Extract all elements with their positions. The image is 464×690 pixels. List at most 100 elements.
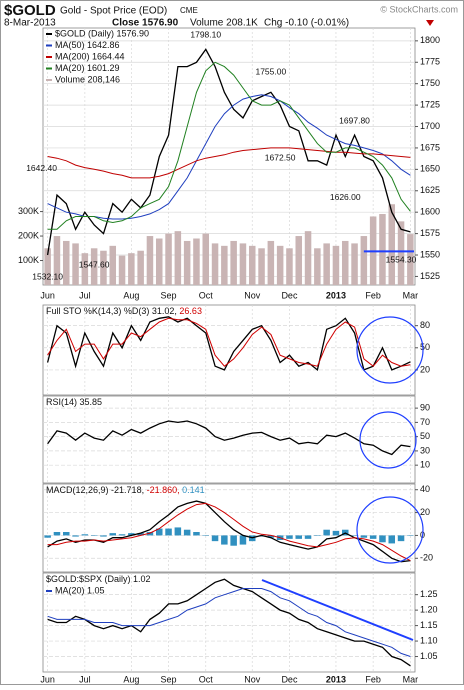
y-tick-label: 1.10 <box>420 635 438 645</box>
x-tick-label: Sep <box>161 290 177 300</box>
legend-entry: MA(20) 1601.29 <box>55 63 120 73</box>
series-line <box>47 94 411 220</box>
y-tick-label: 30 <box>420 445 430 455</box>
series-line <box>47 147 411 179</box>
overlay <box>261 316 424 641</box>
bar <box>286 535 293 539</box>
x-tick-label: Mar <box>403 290 419 300</box>
y-tick-label: 90 <box>420 402 430 412</box>
panel-frame <box>42 304 416 396</box>
bar <box>146 236 154 285</box>
bar <box>128 253 135 285</box>
y-tick-label: 50 <box>420 342 430 352</box>
bar <box>332 245 340 285</box>
bar <box>230 535 237 546</box>
y-tick-label: 1725 <box>420 99 440 109</box>
y-tick-label: 1775 <box>420 57 440 67</box>
price-annotation: 1547.60 <box>79 259 110 269</box>
bar <box>341 240 349 285</box>
bar <box>193 238 200 285</box>
bar <box>81 253 89 285</box>
legend-text: 1.02 <box>133 574 151 584</box>
bar <box>44 248 51 285</box>
bar <box>332 530 340 536</box>
y-tick-label: 40 <box>420 484 430 494</box>
bar <box>90 535 98 536</box>
bar <box>286 248 293 285</box>
bar <box>323 243 330 285</box>
legend-text: -21.718, <box>111 485 144 495</box>
x-tick-label: 2013 <box>326 674 346 684</box>
legend-text: -21.860, <box>147 485 180 495</box>
x-tick-label: Oct <box>199 290 214 300</box>
highlight-circle <box>356 496 424 564</box>
bar <box>314 535 321 536</box>
x-tick-label: Nov <box>244 290 261 300</box>
bar <box>81 534 89 536</box>
bar <box>211 243 219 285</box>
legend-text: 35.85 <box>80 397 103 407</box>
legend-text: Full STO %K(14,3) %D(3) <box>46 306 149 316</box>
bar <box>165 528 172 536</box>
bar <box>202 233 210 285</box>
y-tick-label: 70 <box>420 417 430 427</box>
bar <box>62 532 70 536</box>
bar <box>267 240 275 285</box>
bar <box>239 535 247 545</box>
exchange: CME <box>180 6 198 15</box>
bar <box>62 240 70 285</box>
bar <box>239 243 247 285</box>
legend-text: 26.63 <box>179 306 202 316</box>
bar <box>304 535 312 539</box>
price-annotation: 1755.00 <box>255 67 286 77</box>
series-line <box>47 317 411 367</box>
bar <box>360 535 368 538</box>
bar <box>221 245 228 285</box>
bar <box>407 234 414 285</box>
y-tick-label: 1650 <box>420 164 440 174</box>
bar <box>100 250 107 285</box>
bar <box>397 221 405 285</box>
series-line <box>47 420 411 456</box>
bar <box>397 535 405 542</box>
x-tick-label: Dec <box>281 290 298 300</box>
bar <box>360 236 368 285</box>
series-line <box>47 578 411 667</box>
bar <box>100 535 107 537</box>
x-tick-label: Jul <box>79 290 91 300</box>
panels: 1525 1550 1575 1600 1625 1650 1675 1700 1725 1750… <box>18 27 440 684</box>
legend-text: $GOLD:$SPX (Daily) <box>46 574 131 584</box>
y2-tick-label: 200K <box>18 230 39 240</box>
x-tick-label: Dec <box>281 674 298 684</box>
bar <box>72 243 79 285</box>
x-tick-label: Aug <box>123 674 139 684</box>
legend-entry: Volume 208,146 <box>55 74 120 84</box>
bar <box>174 527 182 536</box>
x-tick-label: Jul <box>79 674 91 684</box>
x-tick-label: Mar <box>403 674 419 684</box>
panel-legend: Full STO %K(14,3) %D(3) 31.02, 26.63 <box>46 306 202 316</box>
volume: Volume 208.1K <box>190 18 258 29</box>
bar <box>146 532 154 536</box>
y-tick-label: -20 <box>420 553 433 563</box>
legend-swatch <box>46 67 52 70</box>
bar <box>388 535 396 544</box>
legend-entry: MA(50) 1642.86 <box>55 40 120 50</box>
legend-swatch <box>46 56 52 58</box>
instrument-name: Gold - Spot Price (EOD) <box>60 6 167 17</box>
bar <box>351 243 358 285</box>
price-annotation: 1798.10 <box>190 30 221 40</box>
x-tick-label: Jun <box>40 674 55 684</box>
credit: © StockCharts.com <box>380 4 458 14</box>
y-tick-label: 1550 <box>420 249 440 259</box>
bar <box>267 535 275 538</box>
price-annotation: 1697.80 <box>339 116 370 126</box>
bar <box>183 529 191 536</box>
bar <box>109 245 117 285</box>
y-tick-label: 1575 <box>420 228 440 238</box>
bar <box>304 231 312 285</box>
bar <box>137 533 144 536</box>
price-annotation: 1672.50 <box>265 152 296 162</box>
y-tick-label: 1.20 <box>420 605 438 615</box>
bar <box>407 535 414 536</box>
